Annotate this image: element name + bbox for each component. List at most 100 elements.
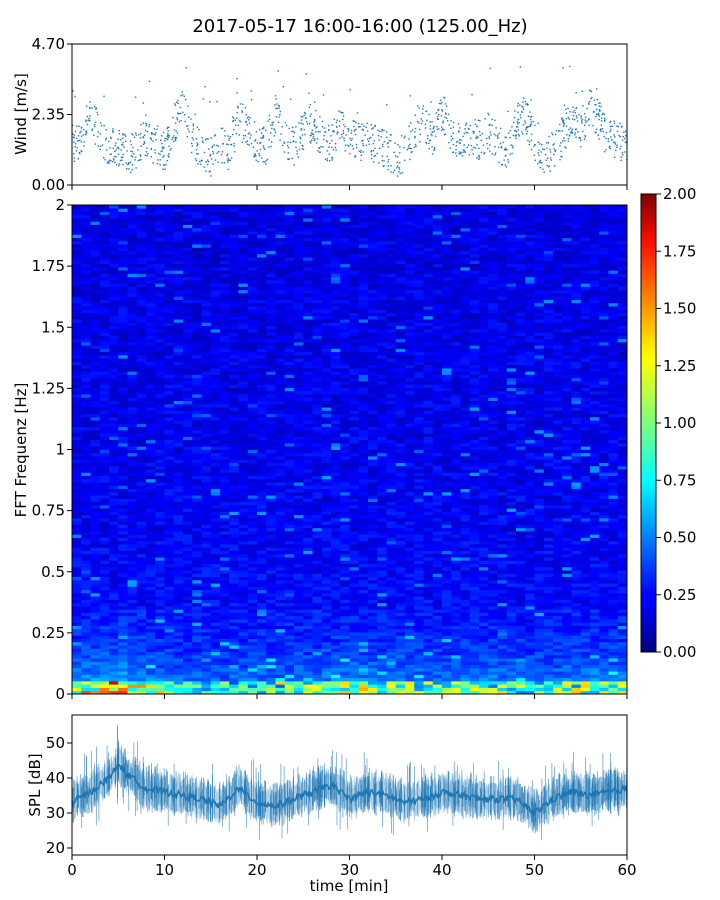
spectrogram-cell bbox=[275, 390, 286, 395]
spectrogram-cell bbox=[173, 387, 184, 392]
spectrogram-cell bbox=[257, 214, 267, 219]
wind-point bbox=[167, 132, 169, 135]
spectrogram-cell bbox=[192, 221, 202, 225]
spectrogram-cell bbox=[155, 524, 165, 529]
spectrogram-cell bbox=[247, 335, 258, 340]
spectrogram-cell bbox=[109, 286, 119, 291]
wind-point bbox=[295, 141, 297, 143]
wind-point bbox=[532, 120, 535, 123]
wind-point bbox=[522, 124, 525, 126]
spectrogram-cell bbox=[210, 469, 221, 473]
spectrogram-cell bbox=[173, 531, 184, 535]
wind-point bbox=[579, 136, 581, 139]
spectrogram-cell bbox=[127, 205, 138, 209]
spectrogram-cell bbox=[183, 364, 193, 369]
spectrogram-cell bbox=[136, 446, 147, 450]
wind-point bbox=[398, 168, 401, 170]
spectrogram-cell bbox=[275, 224, 286, 229]
spectrogram-cell bbox=[220, 625, 230, 630]
spectrogram-cell bbox=[201, 442, 212, 447]
spectrogram-cell bbox=[210, 345, 221, 349]
wind-point bbox=[245, 141, 247, 143]
spectrogram-cell bbox=[201, 420, 212, 424]
spectrogram-cell bbox=[247, 341, 258, 346]
spectrogram-cell bbox=[136, 622, 147, 626]
spectrogram-cell bbox=[266, 270, 276, 274]
spectrogram-cell bbox=[146, 661, 156, 666]
spectrogram-cell bbox=[229, 299, 239, 304]
wind-point bbox=[186, 125, 188, 127]
spectrogram-cell bbox=[164, 420, 175, 424]
spectrogram-cell bbox=[257, 394, 267, 398]
spectrogram-cell bbox=[266, 465, 276, 470]
wind-point bbox=[365, 144, 368, 147]
wind-point bbox=[146, 154, 148, 157]
wind-point bbox=[350, 139, 352, 141]
spectrogram-cell bbox=[155, 586, 165, 591]
wind-point bbox=[80, 150, 83, 153]
spectrogram-cell bbox=[201, 566, 212, 571]
wind-point bbox=[190, 118, 192, 120]
spectrogram-cell bbox=[136, 413, 147, 418]
wind-point bbox=[399, 146, 401, 148]
spectrogram-cell bbox=[136, 407, 147, 411]
spectrogram-cell bbox=[275, 387, 286, 392]
wind-point bbox=[471, 93, 473, 96]
spectrogram-cell bbox=[275, 381, 286, 385]
spectrogram-cell bbox=[275, 211, 286, 216]
spectrogram-cell bbox=[284, 661, 295, 666]
spectrogram-cell bbox=[173, 371, 184, 375]
wind-point bbox=[469, 124, 471, 127]
spectrogram-cell bbox=[72, 224, 82, 229]
wind-point bbox=[163, 164, 166, 167]
wind-point bbox=[495, 134, 497, 137]
spectrogram-cell bbox=[99, 615, 110, 620]
wind-point bbox=[472, 132, 475, 134]
spectrogram-cell bbox=[164, 687, 175, 692]
spectrogram-cell bbox=[275, 374, 286, 379]
wind-point bbox=[108, 140, 110, 143]
spectrogram-cell bbox=[247, 358, 258, 362]
spectrogram-cell bbox=[238, 351, 249, 356]
spectrogram-cell bbox=[201, 384, 212, 388]
wind-point bbox=[322, 146, 324, 148]
spectrogram-cell bbox=[173, 612, 184, 617]
wind-point bbox=[302, 148, 305, 151]
wind-point bbox=[373, 140, 375, 142]
spectrogram-cell bbox=[220, 475, 230, 480]
spectrogram-cell bbox=[284, 348, 295, 353]
spectrogram-cell bbox=[109, 354, 119, 359]
wind-point bbox=[529, 125, 531, 127]
spectrogram-cell bbox=[90, 596, 101, 600]
wind-point bbox=[130, 150, 132, 152]
spectrogram-cell bbox=[136, 429, 147, 434]
spectrogram-cell bbox=[99, 498, 110, 503]
spectrogram-cell bbox=[173, 511, 184, 516]
spectrogram-cell bbox=[247, 384, 258, 388]
spectrogram-cell bbox=[72, 596, 82, 600]
wind-point bbox=[165, 163, 167, 166]
wind-point bbox=[142, 122, 145, 124]
spectrogram-cell bbox=[238, 550, 249, 555]
wind-point bbox=[438, 102, 441, 105]
spectrogram-cell bbox=[201, 641, 212, 646]
spectrogram-cell bbox=[275, 205, 286, 209]
spectrogram-cell bbox=[81, 482, 91, 486]
spectrogram-cell bbox=[72, 553, 82, 558]
spectrogram-cell bbox=[90, 658, 101, 662]
wind-point bbox=[377, 134, 380, 137]
spectrogram-cell bbox=[136, 368, 147, 372]
spectrogram-cell bbox=[136, 658, 147, 662]
wind-point bbox=[166, 159, 169, 162]
spectrogram-cell bbox=[118, 214, 128, 219]
wind-point bbox=[197, 143, 199, 146]
spectrogram-cell bbox=[146, 667, 156, 672]
wind-point bbox=[247, 133, 250, 135]
spectrogram-cell bbox=[266, 687, 276, 692]
spectrogram-cell bbox=[183, 504, 193, 509]
spectrogram-cell bbox=[257, 286, 267, 291]
spectrogram-cell bbox=[155, 218, 165, 222]
spectrogram-cell bbox=[146, 677, 156, 682]
wind-point bbox=[598, 118, 600, 121]
spectrogram-cell bbox=[238, 641, 249, 646]
